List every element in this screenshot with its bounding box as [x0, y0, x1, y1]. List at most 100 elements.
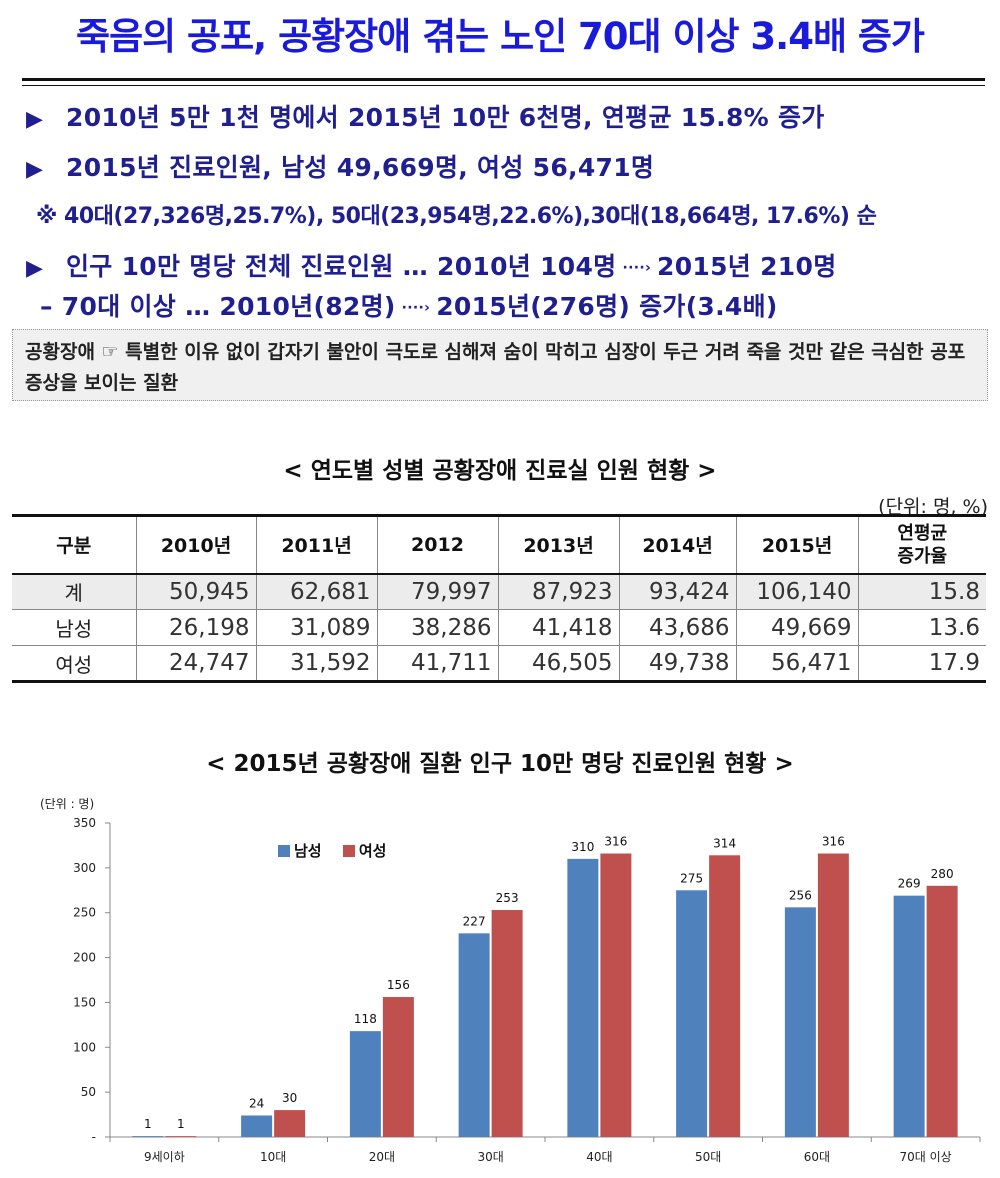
x-category-label: 70대 이상: [900, 1150, 952, 1164]
row-label: 남성: [12, 609, 136, 646]
table-cell: 43,686: [618, 609, 736, 646]
table-cell: 38,286: [376, 609, 498, 646]
table-cell: 50,945: [135, 573, 256, 610]
chart-title: < 2015년 공황장애 질환 인구 10만 명당 진료인원 현황 >: [206, 751, 794, 777]
table-cell: 87,923: [497, 573, 619, 610]
bar-male: [784, 907, 816, 1137]
bar-female: [817, 853, 849, 1137]
x-category-label: 60대: [804, 1150, 830, 1164]
rate-header-line-1: 연평균: [897, 522, 948, 544]
table-cell: 31,089: [255, 609, 377, 646]
legend-swatch: [342, 845, 355, 857]
table-row: 여성 24,747 31,592 41,711 46,505 49,738 56…: [12, 645, 986, 683]
dotted-arrow-icon: ····›: [622, 260, 652, 276]
bar-value-label: 314: [713, 836, 736, 850]
y-tick-label: 200: [73, 951, 96, 965]
table-row: 남성 26,198 31,089 38,286 41,418 43,686 49…: [12, 609, 986, 646]
x-category-label: 9세이하: [144, 1150, 185, 1164]
table-cell: 62,681: [255, 573, 377, 610]
page-title: 죽음의 공포, 공황장애 겪는 노인 70대 이상 3.4배 증가: [76, 15, 925, 58]
table-cell: 93,424: [618, 573, 736, 610]
bar-female: [165, 1136, 197, 1137]
row-label: 계: [12, 573, 136, 610]
table-cell: 41,418: [497, 609, 619, 646]
bar-value-label: 316: [604, 835, 627, 849]
triangle-bullet-icon: ▶: [26, 256, 44, 281]
triangle-bullet-icon: ▶: [26, 107, 44, 132]
bar-value-label: 227: [463, 914, 486, 928]
legend-swatch: [278, 845, 290, 857]
bar-male: [458, 933, 490, 1137]
table-row: 계 50,945 62,681 79,997 87,923 93,424 106…: [12, 573, 986, 610]
y-tick-label: 350: [73, 816, 96, 830]
y-tick-label: -: [92, 1130, 96, 1144]
bar-female: [709, 855, 741, 1137]
bullet-text: 2015년 진료인원, 남성 49,669명, 여성 56,471명: [66, 153, 655, 182]
table-cell: 24,747: [135, 645, 256, 683]
column-header: 2014년: [618, 514, 736, 575]
table-cell: 26,198: [135, 609, 256, 646]
definition-box: 공황장애 ☞ 특별한 이유 없이 갑자기 불안이 극도로 심해져 숨이 막히고 …: [12, 329, 988, 401]
bullet-text: 2010년 5만 1천 명에서 2015년 10만 6천명, 연평균 15.8%…: [66, 103, 825, 132]
bar-value-label: 156: [387, 978, 410, 992]
bullet-text: 인구 10만 명당 전체 진료인원 … 2010년 104명: [66, 252, 617, 281]
bar-value-label: 1: [144, 1117, 152, 1131]
table-cell: 106,140: [735, 573, 858, 610]
dotted-arrow-icon: ····›: [401, 300, 431, 316]
legend-item-male: 남성: [278, 842, 322, 860]
row-label: 여성: [12, 645, 136, 683]
column-header: 2011년: [255, 514, 377, 575]
y-tick-label: 150: [73, 995, 96, 1009]
bar-value-label: 253: [496, 891, 519, 905]
column-header: 2012: [376, 514, 498, 575]
y-tick-label: 300: [73, 861, 96, 875]
y-tick-label: 100: [73, 1040, 96, 1054]
bar-male: [241, 1115, 273, 1137]
column-header-rate: 연평균 증가율: [857, 514, 986, 575]
bullet-summary-2: ▶ 2015년 진료인원, 남성 49,669명, 여성 56,471명: [26, 148, 654, 184]
table-cell-rate: 17.9: [857, 645, 986, 683]
title-divider-thin: [22, 85, 985, 86]
legend-label: 여성: [358, 842, 387, 860]
table-cell: 41,711: [376, 645, 498, 683]
bar-value-label: 310: [571, 840, 594, 854]
triangle-bullet-icon: ▶: [26, 157, 44, 182]
table-cell: 79,997: [376, 573, 498, 610]
legend-item-female: 여성: [342, 842, 387, 860]
bar-value-label: 256: [789, 888, 812, 902]
x-category-label: 30대: [477, 1150, 503, 1164]
table-title: < 연도별 성별 공황장애 진료실 인원 현황 >: [283, 458, 717, 484]
bar-value-label: 275: [680, 871, 703, 885]
bar-male: [567, 858, 599, 1137]
bar-value-label: 30: [282, 1091, 297, 1105]
table-cell: 49,738: [618, 645, 736, 683]
table-cell-rate: 13.6: [857, 609, 986, 646]
bar-male: [132, 1136, 164, 1137]
column-header: 2013년: [497, 514, 619, 575]
legend-label: 남성: [294, 842, 322, 860]
bar-value-label: 280: [931, 867, 954, 881]
chart-unit-label: (단위 : 명): [40, 797, 94, 811]
bar-female: [382, 997, 414, 1137]
bar-female: [491, 910, 523, 1137]
x-category-label: 10대: [260, 1150, 286, 1164]
bar-value-label: 118: [354, 1012, 377, 1026]
bar-male: [676, 890, 708, 1137]
chart-legend: 남성 여성: [278, 840, 402, 861]
bullet-text: 2015년 210명: [657, 252, 837, 281]
table-cell: 49,669: [735, 609, 858, 646]
title-divider: [22, 78, 985, 81]
column-header: 2010년: [135, 514, 256, 575]
age-group-note: ※ 40대(27,326명,25.7%), 50대(23,954명,22.6%)…: [36, 204, 877, 229]
table-cell: 31,592: [255, 645, 377, 683]
bullet-text: 2015년(276명) 증가(3.4배): [436, 292, 778, 321]
column-header: 구분: [12, 514, 136, 575]
y-tick-label: 250: [73, 906, 96, 920]
bullet-summary-1: ▶ 2010년 5만 1천 명에서 2015년 10만 6천명, 연평균 15.8…: [26, 98, 825, 134]
column-header: 2015년: [735, 514, 858, 575]
bar-value-label: 316: [822, 835, 845, 849]
x-category-label: 20대: [369, 1150, 395, 1164]
bullet-summary-4: – 70대 이상 … 2010년(82명) ····› 2015년(276명) 증가…: [40, 287, 778, 323]
bar-female: [274, 1110, 306, 1137]
table-unit: (단위: 명, %): [878, 496, 988, 518]
